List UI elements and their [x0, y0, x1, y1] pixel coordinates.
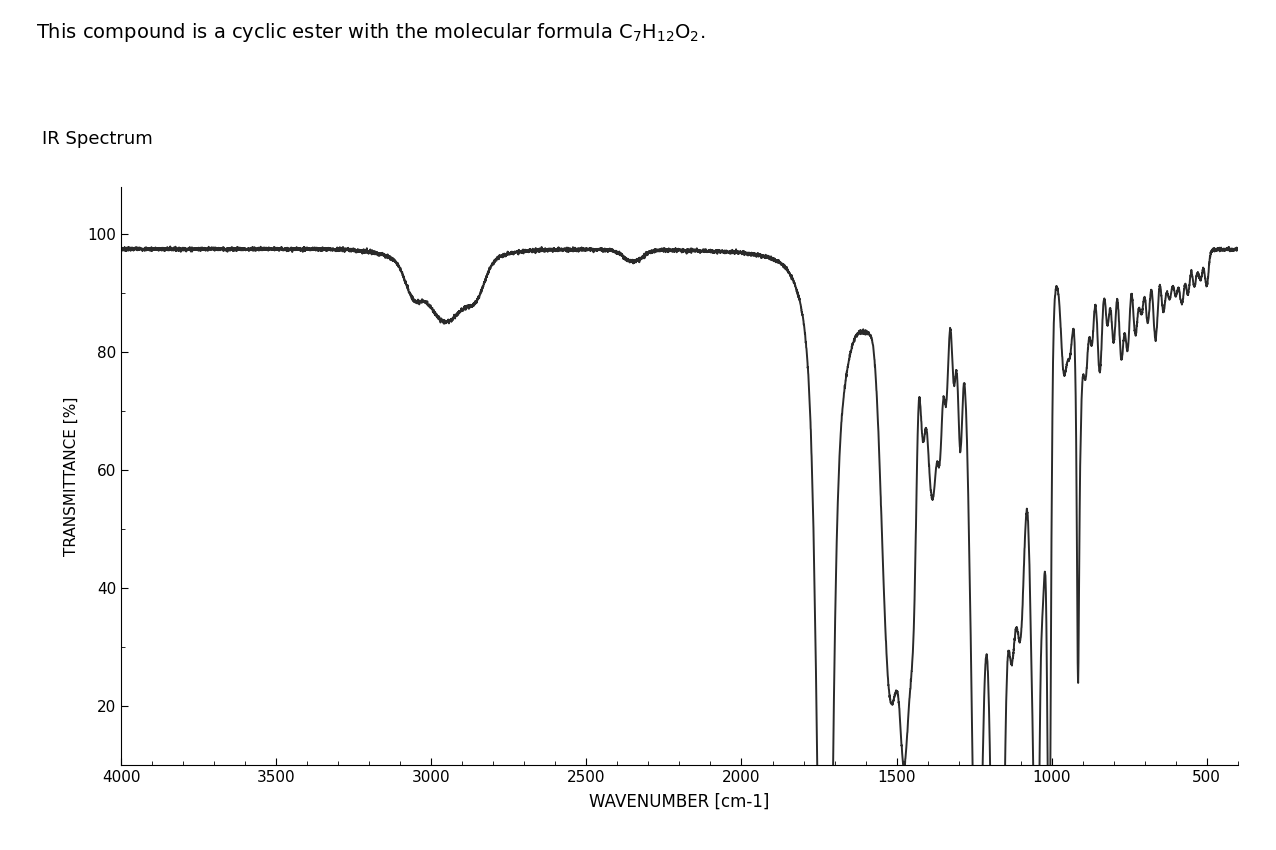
Text: This compound is a cyclic ester with the molecular formula $\mathrm{C_7H_{12}O_2: This compound is a cyclic ester with the… [36, 21, 704, 44]
Y-axis label: TRANSMITTANCE [%]: TRANSMITTANCE [%] [64, 396, 79, 556]
X-axis label: WAVENUMBER [cm-1]: WAVENUMBER [cm-1] [590, 793, 769, 811]
Text: IR Spectrum: IR Spectrum [42, 130, 153, 149]
